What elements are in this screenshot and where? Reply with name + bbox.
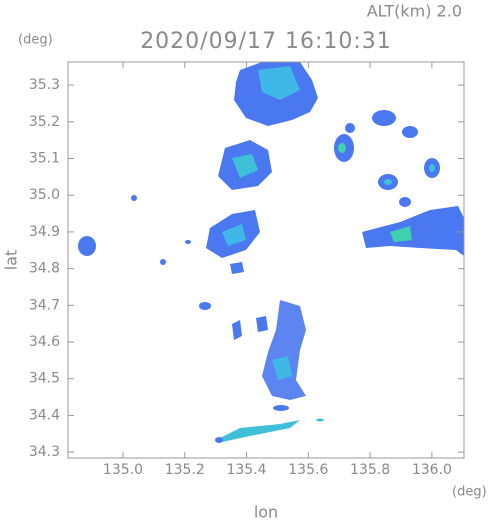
y-tick-label: 34.5 xyxy=(29,371,60,387)
x-tick-label: 135.8 xyxy=(350,462,390,478)
x-unit: (deg) xyxy=(452,485,487,500)
radar-echoes xyxy=(78,62,464,443)
y-tick-label: 34.3 xyxy=(29,444,60,460)
y-tick-label: 34.4 xyxy=(29,407,60,423)
y-tick-label: 35.0 xyxy=(29,187,60,203)
y-tick-label: 35.3 xyxy=(29,77,60,93)
timestamp-title: 2020/09/17 16:10:31 xyxy=(140,29,392,54)
y-tick-label: 35.1 xyxy=(29,151,60,167)
altitude-label: ALT(km) 2.0 xyxy=(367,2,462,21)
plot-frame xyxy=(67,61,465,459)
y-tick-label: 35.2 xyxy=(29,114,60,130)
x-tick-label: 135.6 xyxy=(288,462,328,478)
y-tick-label: 34.8 xyxy=(29,261,60,277)
x-axis-label: lon xyxy=(254,503,278,521)
x-tick-label: 136.0 xyxy=(412,462,452,478)
y-axis-label: lat xyxy=(2,250,21,271)
y-tick-label: 34.9 xyxy=(29,224,60,240)
y-tick-label: 34.6 xyxy=(29,334,60,350)
x-tick-label: 135.2 xyxy=(165,462,205,478)
x-tick-label: 135.0 xyxy=(103,462,143,478)
x-tick-label: 135.4 xyxy=(226,462,266,478)
y-unit: (deg) xyxy=(18,33,53,48)
y-tick-label: 34.7 xyxy=(29,297,60,313)
